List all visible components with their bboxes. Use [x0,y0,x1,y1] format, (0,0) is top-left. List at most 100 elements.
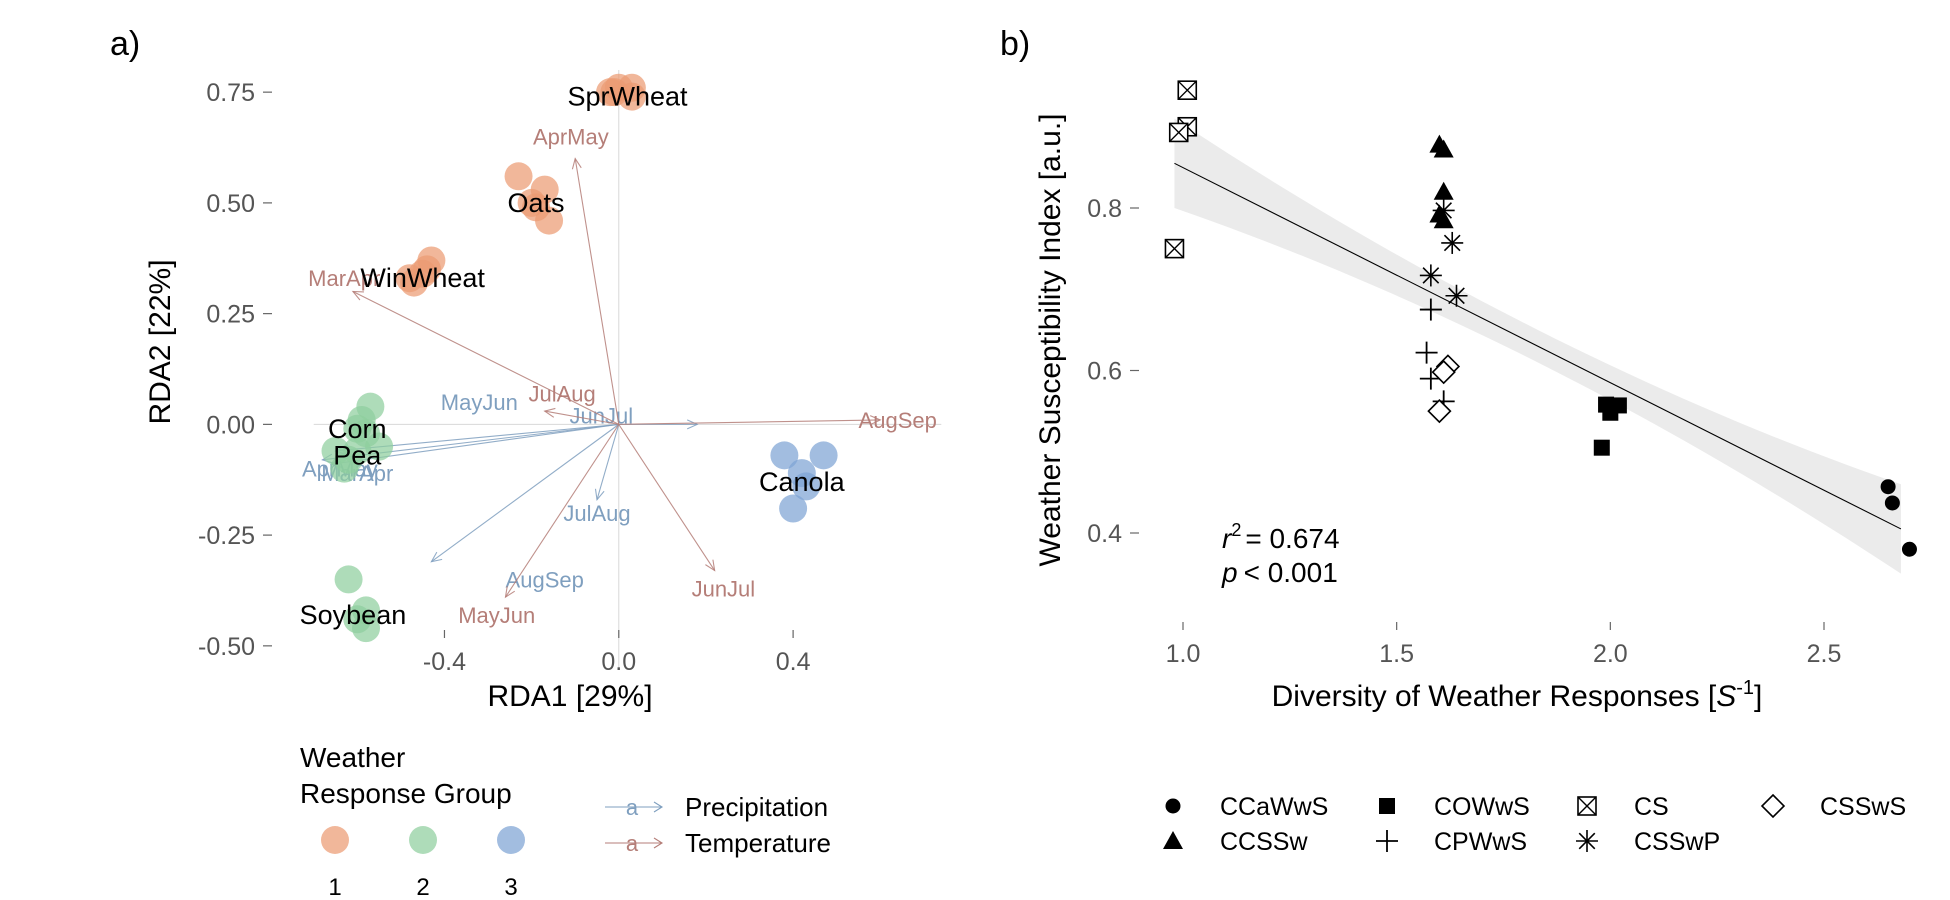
p-value-stat: p < 0.001 [1221,557,1338,588]
legend-label-csswp: CSSwP [1634,828,1720,856]
panel-b-label: b) [1000,25,1030,63]
marker-triangle [1433,139,1454,158]
panel-b-regression-line [1174,162,1902,530]
crop-label-winwheat: WinWheat [360,263,485,293]
arrow-temperature-julaug [544,410,619,425]
x-label-superscript: -1 [1736,677,1754,699]
point-cs [1164,238,1185,259]
panel-a-y-tick-label: 0.50 [206,190,255,218]
panel-a-points [321,73,838,643]
point-ccawws [1880,479,1896,495]
arrow-temperature-marapr [352,290,620,425]
panel-a-y-tick-label: 0.75 [206,79,255,107]
point-cssws [1427,398,1452,424]
legend-group-2-swatch [409,826,437,854]
marker-circle [1901,541,1917,557]
arrowhead-temperature-mayjun [504,586,516,599]
point-cs [1168,122,1189,143]
r-symbol: r [1222,523,1233,554]
legend-group-2-label: 2 [416,874,429,900]
p-value: < 0.001 [1244,557,1338,588]
point-cs [1177,80,1198,100]
marker-diamond [1760,793,1786,819]
marker-asterisk-spoke [1422,267,1440,284]
marker-box-diag2 [1577,796,1597,816]
arrowhead-temperature-julaug [543,407,556,418]
arrowhead-temperature-augsep [869,415,882,426]
arrow-label-temperature-aprmay: AprMay [533,124,609,149]
group-3-point [779,494,808,523]
legend-label-ccawws: CCaWwS [1220,793,1328,821]
panel-b-x-tick-label: 2.5 [1807,640,1842,668]
marker-square [1593,439,1610,456]
point-cowws [1593,439,1610,456]
panel-b-stats: r2 = 0.674 p < 0.001 [1221,520,1340,588]
x-label-end: ] [1754,680,1762,713]
panel-b-points [1164,80,1917,557]
arrowhead-temperature-junjul [705,559,716,572]
marker-box-diag2 [1164,239,1184,259]
arrowhead-precipitation-julaug [594,488,605,501]
panel-b-axes: 1.0 1.5 2.0 2.5 0.4 0.6 0.8 [1087,195,1841,668]
panel-b-y-tick-label: 0.8 [1087,195,1122,223]
point-cpwws [1419,298,1442,321]
arrow-label-temperature-mayjun: MayJun [458,603,535,628]
legend-marker-cowws [1379,798,1395,814]
legend-item-cs: CS [1577,793,1669,821]
point-ccawws [1901,541,1917,557]
crop-label-oats: Oats [507,188,564,218]
arrowhead-precipitation-augsep [430,551,443,563]
legend-label-cowws: COWwS [1434,793,1530,821]
legend-item-csswp: CSSwP [1576,828,1720,856]
marker-asterisk-spoke [1448,287,1465,305]
group-1-point [504,162,533,191]
arrow-label-temperature-julaug: JulAug [528,381,595,406]
panel-b-x-tick-label: 2.0 [1593,640,1628,668]
crop-label-soybean: Soybean [300,600,407,630]
marker-diamond [1431,359,1456,385]
group-2-point [330,454,359,483]
point-csswp [1419,264,1442,287]
legend-group-3-label: 3 [504,874,517,900]
point-csswp [1432,199,1455,222]
marker-square [1379,798,1395,814]
legend-arrow-temperature-head [653,837,664,849]
marker-circle [1884,495,1900,511]
point-csswp [1441,231,1464,254]
legend-arrow-temperature-glyph: a [626,831,639,856]
legend-arrow-temperature-label: Temperature [685,828,831,858]
point-cssws [1431,359,1456,385]
arrow-precipitation-augsep [431,423,620,563]
point-ccawws [1884,495,1900,511]
marker-box-diag2 [1177,80,1197,100]
crop-label-pea: Pea [333,440,382,470]
panel-a-rda-biplot: -0.4 0.0 0.4 -0.50 -0.25 0.00 0.25 0.50 0.75 May… [144,70,942,713]
arrow-temperature-junjul [618,424,716,571]
legend-arrow-keys: a Precipitation a Temperature [605,792,831,858]
panel-a-y-tick-label: 0.00 [206,411,255,439]
legend-group-title-line1: Weather [300,742,405,773]
panel-b-x-axis-label: Diversity of Weather Responses [S-1] [1272,677,1763,713]
marker-box-diag2 [1169,122,1189,142]
legend-marker-ccssw [1163,831,1183,849]
marker-triangle [1163,831,1183,849]
p-symbol: p [1221,557,1238,588]
legend-item-cssws: CSSwS [1760,793,1906,821]
panel-a-axes: -0.4 0.0 0.4 -0.50 -0.25 0.00 0.25 0.50 0.75 [198,70,942,676]
group-3-point [787,459,816,488]
marker-triangle [1433,181,1454,200]
legend-group-3-swatch [497,826,525,854]
panel-a-y-axis-label: RDA2 [22%] [144,259,177,424]
arrow-label-temperature-marapr: MarApr [308,266,380,291]
panel-a-y-tick-label: -0.25 [198,522,255,550]
legend-marker-cpwws [1376,830,1398,852]
panel-a-x-tick-label: 0.0 [601,648,636,676]
arrow-label-temperature-augsep: AugSep [859,408,937,433]
panel-b-y-axis-label: Weather Susceptibility Index [a.u.] [1034,113,1067,566]
legend-item-ccssw: CCSSw [1163,828,1308,856]
panel-b-x-tick-label: 1.5 [1379,640,1414,668]
panel-a-x-tick-label: -0.4 [423,648,466,676]
panel-b-y-tick-label: 0.6 [1087,358,1122,386]
marker-asterisk-spoke [1435,202,1453,219]
panel-a-legend: Weather Response Group 1 2 3 a Precipitatio… [300,742,831,900]
